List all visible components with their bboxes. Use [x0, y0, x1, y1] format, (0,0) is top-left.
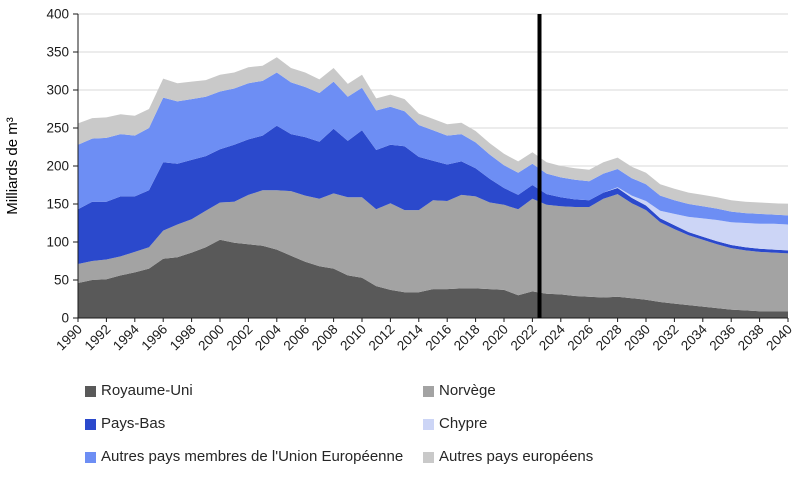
legend-item-royaume-uni: Royaume-Uni: [85, 380, 423, 402]
area-royaume-uni: [78, 239, 788, 318]
legend-swatch-autres-europeens: [423, 451, 434, 463]
x-tick-label: 2014: [394, 321, 426, 353]
y-tick-label: 350: [46, 45, 69, 60]
legend-swatch-norvege: [423, 385, 434, 397]
legend-label-royaume-uni: Royaume-Uni: [101, 382, 193, 399]
area-pays-bas: [78, 125, 788, 264]
x-tick-label: 1994: [110, 321, 142, 353]
x-tick-label: 2024: [536, 321, 568, 353]
legend-label-chypre: Chypre: [439, 415, 488, 432]
x-tick-label: 2004: [252, 321, 284, 353]
x-tick-label: 2038: [735, 322, 767, 354]
stacked-area-chart: 0 50 100 150 200 250 300 350 400 1990 1992 1994 1996…: [4, 7, 795, 354]
legend-label-autres-ue: Autres pays membres de l'Union Européenn…: [101, 448, 404, 465]
legend-label-pays-bas: Pays-Bas: [101, 415, 166, 432]
legend-item-pays-bas: Pays-Bas: [85, 413, 423, 435]
area-autres-pays-europeens: [78, 57, 788, 216]
y-tick-label: 250: [46, 121, 69, 136]
y-tick-label: 300: [46, 83, 69, 98]
x-tick-label: 1992: [82, 322, 114, 354]
x-tick-label: 1998: [167, 322, 199, 354]
y-axis-title: Milliards de m³: [4, 117, 21, 215]
legend-swatch-royaume-uni: [85, 385, 96, 397]
x-tick-label: 2008: [309, 322, 341, 354]
x-tick-label: 2030: [621, 322, 653, 354]
legend-item-autres-europeens: Autres pays européens: [423, 446, 806, 468]
y-tick-label: 200: [46, 159, 69, 174]
x-tick-label: 2020: [479, 322, 511, 354]
y-tick-label: 150: [46, 197, 69, 212]
legend-item-norvege: Norvège: [423, 380, 806, 402]
x-tick-label: 2028: [593, 322, 625, 354]
x-tick-label: 2032: [650, 322, 682, 354]
legend-label-norvege: Norvège: [439, 382, 496, 399]
x-tick-label: 2010: [337, 322, 369, 354]
x-tick-label: 2006: [280, 322, 312, 354]
x-tick-label: 2018: [451, 322, 483, 354]
chart-legend: Royaume-Uni Norvège Pays-Bas Chypre Autr…: [0, 372, 806, 468]
legend-swatch-pays-bas: [85, 418, 96, 430]
y-tick-label: 50: [54, 273, 69, 288]
chart-svg: 0 50 100 150 200 250 300 350 400 1990199219941996…: [4, 7, 795, 354]
y-tick-label: 100: [46, 235, 69, 250]
legend-item-autres-ue: Autres pays membres de l'Union Européenn…: [85, 446, 423, 468]
x-tick-label: 2002: [224, 322, 256, 354]
x-tick-label: 2040: [763, 322, 795, 354]
legend-swatch-chypre: [423, 418, 434, 430]
x-tick-label: 2026: [564, 322, 596, 354]
x-tick-label: 2034: [678, 321, 710, 353]
area-norvege: [78, 190, 788, 312]
x-tick-label: 1996: [138, 322, 170, 354]
x-tick-label: 1990: [53, 322, 85, 354]
x-tick-label: 2012: [366, 322, 398, 354]
legend-item-chypre: Chypre: [423, 413, 806, 435]
area-autres-pays-membres-de-l-union-europeenne: [78, 72, 788, 225]
x-tick-label: 2000: [195, 322, 227, 354]
legend-swatch-autres-ue: [85, 451, 96, 463]
x-tick-label: 2022: [508, 322, 540, 354]
y-tick-label: 0: [61, 311, 69, 326]
area-chypre: [78, 125, 788, 251]
legend-label-autres-europeens: Autres pays européens: [439, 448, 594, 465]
x-tick-label: 2036: [706, 322, 738, 354]
y-tick-label: 400: [46, 7, 69, 22]
x-tick-label: 2016: [422, 322, 454, 354]
